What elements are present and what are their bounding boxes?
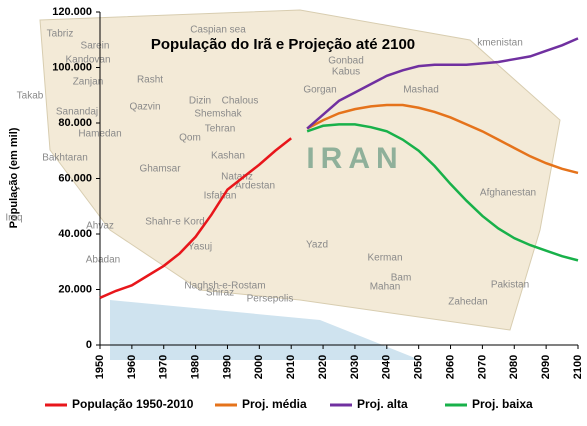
map-label: Pakistan bbox=[491, 280, 529, 291]
map-label: Shiraz bbox=[206, 288, 234, 299]
y-tick-label: 120.000 bbox=[52, 6, 92, 18]
map-label: Tabriz bbox=[47, 29, 74, 40]
x-tick-label: 2070 bbox=[476, 355, 488, 379]
legend-label: Proj. média bbox=[242, 397, 307, 411]
x-tick-label: 2000 bbox=[253, 355, 265, 379]
map-label: Takab bbox=[17, 91, 44, 102]
y-tick-label: 40.000 bbox=[58, 228, 92, 240]
y-tick-label: 60.000 bbox=[58, 172, 92, 184]
map-label: Abadan bbox=[86, 255, 120, 266]
x-tick-label: 2100 bbox=[572, 355, 584, 379]
map-label: Tehran bbox=[205, 124, 236, 135]
x-tick-label: 2020 bbox=[317, 355, 329, 379]
x-tick-label: 2030 bbox=[349, 355, 361, 379]
map-label: Yazd bbox=[306, 240, 328, 251]
map-label: Gonbad bbox=[328, 56, 364, 67]
map-label: Zahedan bbox=[448, 297, 487, 308]
map-label: Sanandaj bbox=[56, 107, 98, 118]
map-label: Bam bbox=[391, 273, 412, 284]
x-tick-label: 2040 bbox=[381, 355, 393, 379]
map-label: Shahr-e Kord bbox=[145, 217, 204, 228]
map-label: Sarein bbox=[81, 41, 110, 52]
y-axis-label: População (em mil) bbox=[8, 127, 20, 228]
legend-label: População 1950-2010 bbox=[72, 397, 194, 411]
legend-label: Proj. alta bbox=[357, 397, 408, 411]
x-tick-label: 2050 bbox=[413, 355, 425, 379]
x-tick-label: 2080 bbox=[508, 355, 520, 379]
map-label: Ghamsar bbox=[139, 164, 181, 175]
map-label: Yasuj bbox=[188, 242, 212, 253]
map-label: Kerman bbox=[367, 253, 402, 264]
map-label: Gorgan bbox=[303, 85, 336, 96]
legend-label: Proj. baixa bbox=[472, 397, 533, 411]
map-label: Isfahan bbox=[204, 191, 237, 202]
map-label: Caspian sea bbox=[190, 25, 246, 36]
series-line bbox=[99, 137, 292, 299]
x-tick-label: 1950 bbox=[94, 355, 106, 379]
y-tick-label: 0 bbox=[86, 339, 92, 351]
map-label: Kandovan bbox=[65, 55, 110, 66]
series-line bbox=[306, 37, 579, 130]
map-label: Dizin bbox=[189, 96, 211, 107]
x-tick-label: 1990 bbox=[221, 355, 233, 379]
map-label: Ardestan bbox=[235, 181, 275, 192]
y-tick-label: 100.000 bbox=[52, 61, 92, 73]
map-label: Mahan bbox=[370, 282, 401, 293]
y-tick-label: 20.000 bbox=[58, 283, 92, 295]
x-tick-label: 2060 bbox=[444, 355, 456, 379]
map-label: Chalous bbox=[222, 96, 259, 107]
series-line bbox=[306, 123, 579, 262]
map-label: Qazvin bbox=[129, 102, 160, 113]
series-line bbox=[306, 103, 579, 175]
map-label: Mashad bbox=[403, 85, 439, 96]
map-shape bbox=[39, 9, 561, 331]
map-label: IRAN bbox=[306, 142, 403, 175]
x-tick-label: 1980 bbox=[190, 355, 202, 379]
map-label: kmenistan bbox=[477, 38, 523, 49]
map-label: Shemshak bbox=[194, 109, 242, 120]
map-label: Iraq bbox=[5, 213, 22, 224]
map-label: Bakhtaran bbox=[42, 153, 88, 164]
x-tick-label: 2010 bbox=[285, 355, 297, 379]
map-label: Qom bbox=[179, 133, 201, 144]
x-tick-label: 1960 bbox=[126, 355, 138, 379]
map-label: Naghsh-e-Rostam bbox=[184, 281, 265, 292]
x-tick-label: 1970 bbox=[158, 355, 170, 379]
map-label: Afghanestan bbox=[480, 188, 536, 199]
map-label: Natanz bbox=[221, 172, 253, 183]
map-label: Persepolis bbox=[247, 294, 294, 305]
map-label: Kabus bbox=[332, 67, 360, 78]
y-tick-label: 80.000 bbox=[58, 117, 92, 129]
map-label: Kashan bbox=[211, 151, 245, 162]
chart-title: População do Irã e Projeção até 2100 bbox=[151, 36, 415, 53]
map-label: Zanjan bbox=[73, 77, 104, 88]
x-tick-label: 2090 bbox=[540, 355, 552, 379]
map-label: Rasht bbox=[137, 75, 163, 86]
